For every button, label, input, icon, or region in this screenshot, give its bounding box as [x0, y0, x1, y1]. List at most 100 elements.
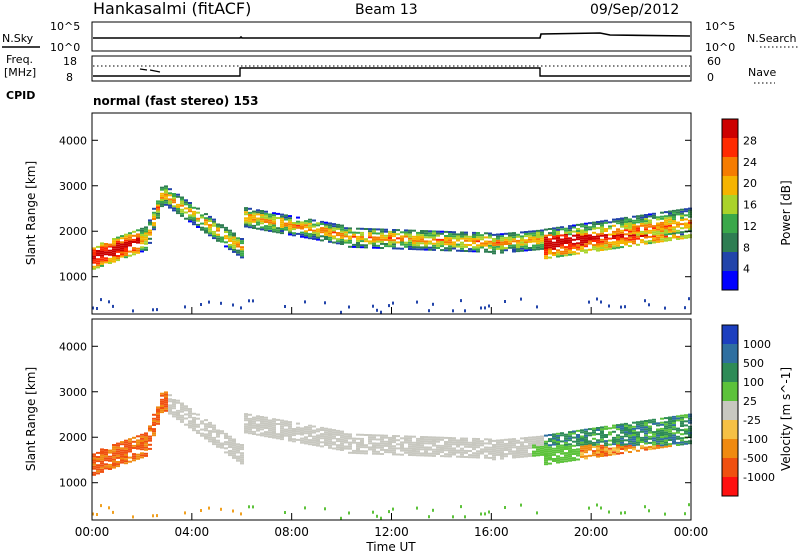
power-cell [616, 246, 620, 249]
velocity-cell [264, 435, 268, 438]
power-cell [500, 237, 504, 240]
velocity-cell [404, 435, 408, 438]
velocity-cell [196, 423, 200, 426]
velocity-cell [528, 444, 532, 447]
power-cell [392, 247, 396, 250]
power-cell [424, 248, 428, 251]
power-cell [108, 257, 112, 260]
power-cell [92, 257, 96, 260]
power-cell [268, 215, 272, 218]
power-cell [680, 223, 684, 226]
power-cell [108, 245, 112, 248]
power-cell [292, 234, 296, 237]
power-cell [600, 224, 604, 227]
velocity-cell [196, 417, 200, 420]
velocity-cell [664, 421, 668, 424]
power-cell [252, 224, 256, 227]
power-cell [664, 237, 668, 240]
velocity-cell [368, 436, 372, 439]
power-cell [572, 253, 576, 256]
velocity-cell [156, 420, 160, 423]
velocity-cell [104, 457, 108, 460]
power-cell [688, 226, 692, 228]
power-cell [208, 224, 212, 227]
velocity-cell [192, 419, 196, 421]
power-cell [540, 247, 544, 250]
velocity-cell [308, 441, 312, 444]
velocity-cell [584, 449, 588, 452]
power-cell [620, 223, 624, 226]
power-cell [572, 234, 576, 237]
power-cell [228, 240, 232, 242]
power-cell [560, 238, 564, 241]
velocity-cell [228, 437, 232, 440]
velocity-cell [592, 433, 596, 436]
velocity-cell [660, 423, 664, 426]
velocity-cell [660, 417, 664, 420]
power-cell [484, 236, 488, 239]
power-cell [556, 230, 560, 233]
velocity-cell [436, 440, 440, 443]
power-cell [384, 238, 388, 241]
power-cell [148, 237, 152, 240]
colorbar-swatch [722, 214, 738, 233]
power-cell [356, 231, 360, 234]
power-cell [92, 261, 96, 264]
time-x-axis: 00:00 04:00 08:00 12:00 16:00 20:00 00:00 [75, 307, 708, 539]
velocity-cell [292, 432, 296, 435]
colorbar-swatch [722, 157, 738, 176]
velocity-speck [416, 506, 418, 510]
velocity-cell [384, 449, 388, 451]
velocity-cell [144, 438, 148, 441]
velocity-cell [628, 426, 632, 429]
velocity-cell [584, 428, 588, 431]
velocity-cell [116, 450, 120, 453]
power-cell [208, 234, 212, 237]
velocity-cell [660, 421, 664, 424]
power-cell [200, 226, 204, 229]
power-cell [620, 231, 624, 234]
velocity-cell [92, 461, 96, 464]
velocity-cell [676, 415, 680, 418]
power-cell [536, 242, 540, 245]
power-cell [160, 192, 164, 195]
power-cell [444, 235, 448, 237]
velocity-cell [548, 434, 552, 436]
velocity-cell [612, 441, 616, 443]
power-cell [524, 233, 528, 235]
velocity-cell [204, 425, 208, 428]
velocity-cell [400, 443, 404, 446]
power-cell [112, 250, 116, 253]
velocity-cell [568, 443, 572, 446]
velocity-cell [100, 448, 104, 451]
velocity-cell [448, 447, 452, 450]
power-cell [184, 217, 188, 220]
power-cell [580, 241, 584, 244]
velocity-cell [520, 443, 524, 446]
power-cell [112, 242, 116, 245]
power-cell [420, 240, 424, 243]
power-cell [404, 229, 408, 232]
power-cell [568, 241, 572, 244]
velocity-cell [204, 435, 208, 438]
power-cell [464, 250, 468, 252]
velocity-cell [116, 461, 120, 463]
power-cell [192, 217, 196, 220]
velocity-cell [656, 438, 660, 441]
power-cell [616, 234, 620, 237]
power-cell [100, 262, 104, 265]
power-cell [172, 197, 176, 200]
velocity-cell [496, 451, 500, 454]
power-cell [124, 243, 128, 246]
power-cell [556, 249, 560, 252]
y-tick-label: 1000 [59, 271, 87, 284]
velocity-speck [132, 515, 134, 519]
x-tick-label: 20:00 [574, 525, 609, 539]
power-cell [620, 235, 624, 238]
velocity-cell [444, 441, 448, 443]
velocity-cell [296, 422, 300, 425]
velocity-cell [164, 405, 168, 408]
power-cell [100, 244, 104, 247]
velocity-cell [660, 436, 664, 439]
power-cell [192, 215, 196, 217]
